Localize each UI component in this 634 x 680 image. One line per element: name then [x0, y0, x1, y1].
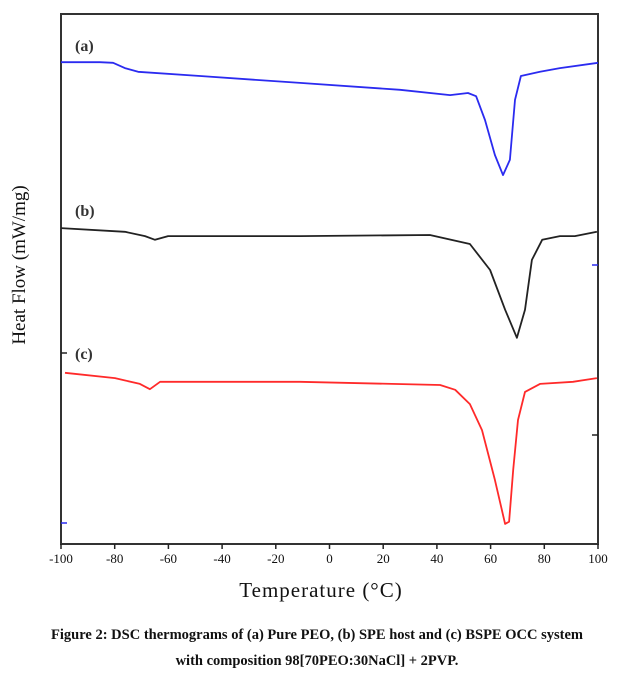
x-axis-tick-labels: -100 -80 -60 -40 -20 0 20 40 60 80 100 [49, 551, 608, 566]
series-group [60, 61, 599, 525]
x-axis-ticks [60, 544, 599, 549]
x-tick-label: -40 [213, 551, 230, 566]
series-label-3: (c) [75, 346, 93, 363]
x-tick-label: -100 [49, 551, 73, 566]
series-label-2: (b) [75, 203, 95, 220]
x-tick-label: 40 [430, 551, 443, 566]
x-tick-label: -80 [106, 551, 123, 566]
x-tick-label: 0 [326, 551, 333, 566]
figure-caption-line-2: with composition 98[70PEO:30NaCl] + 2PVP… [175, 653, 459, 669]
x-tick-label: 100 [588, 551, 608, 566]
x-axis-label: Temperature (°C) [239, 578, 402, 602]
x-tick-label: -20 [267, 551, 284, 566]
y-axis-ticks [61, 264, 598, 524]
series-labels: (a) (b) (c) [75, 38, 95, 363]
dsc-chart: -100 -80 -60 -40 -20 0 20 40 60 80 100 (a) (b) (c) T… [9, 13, 608, 602]
series-label-1: (a) [75, 38, 94, 55]
x-tick-label: 20 [377, 551, 390, 566]
x-tick-label: 60 [484, 551, 497, 566]
series-line-3 [64, 371, 598, 525]
x-tick-label: 80 [538, 551, 551, 566]
series-line-1 [61, 61, 599, 177]
x-tick-label: -60 [160, 551, 177, 566]
series-line-2 [60, 227, 598, 339]
figure-caption-line-1: Figure 2: DSC thermograms of (a) Pure PE… [51, 627, 583, 643]
y-axis-label: Heat Flow (mW/mg) [9, 185, 30, 344]
